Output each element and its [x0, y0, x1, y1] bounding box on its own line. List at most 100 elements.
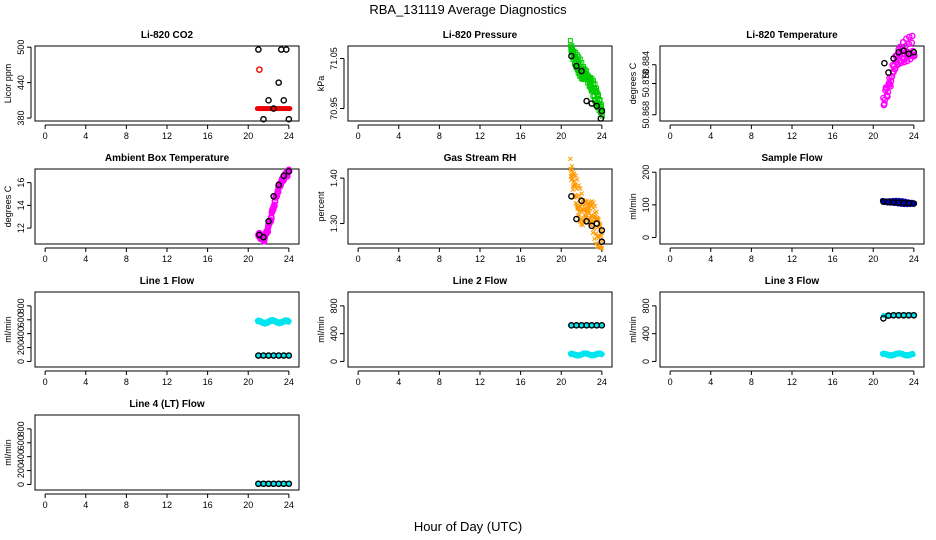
panel-li-820-temperature-x-tick-label: 8 [749, 131, 754, 141]
panel-li-820-pressure-x-tick-label: 16 [516, 131, 526, 141]
panel-li-820-co2-series-average [255, 46, 293, 123]
panel-li-820-co2-average-point [265, 97, 272, 104]
panel-ambient-box-temperature-x-tick-label: 24 [284, 254, 294, 264]
panel-line-4-lt-flow-frame [34, 414, 300, 491]
panel-ambient-box-temperature-detail-point [267, 217, 275, 225]
panel-line-2-flow-series-detail-low [567, 350, 605, 359]
panel-line-3-flow-x-tick-label: 8 [749, 377, 754, 387]
panel-line-4-lt-flow-x-tick-label: 20 [243, 500, 253, 510]
panel-line-2-flow-x-tick-label: 8 [437, 377, 442, 387]
figure-title: RBA_131119 Average Diagnostics [369, 2, 567, 17]
panel-sample-flow-x-axis: 0 4 8 12 16 20 24 [668, 247, 919, 264]
panel-gas-stream-rh-y-tick-label: 1.30 [329, 215, 339, 233]
panel-line-4-lt-flow-x-tick-label: 8 [124, 500, 129, 510]
panel-ambient-box-temperature-x-axis: 0 4 8 12 16 20 24 [43, 247, 294, 264]
panel-line-3-flow-x-axis: 0 4 8 12 16 20 24 [668, 370, 919, 387]
panel-li-820-pressure-average-point [588, 100, 595, 107]
panel-li-820-pressure-x-tick-label: 0 [356, 131, 361, 141]
panel-li-820-temperature-x-tick-label: 0 [668, 131, 673, 141]
panel-ambient-box-temperature-y-tick-label: 12 [16, 223, 26, 233]
panel-gas-stream-rh-average-point [598, 227, 606, 234]
panel-gas-stream-rh-x-axis: 0 4 8 12 16 20 24 [356, 247, 607, 264]
panel-li-820-temperature-detail-point [909, 32, 916, 40]
panel-line-3-flow-y-tick-label: 0 [641, 359, 651, 364]
panel-line-1-flow-y-tick-label: 800 [16, 298, 26, 313]
panel-line-2-flow-x-tick-label: 16 [516, 377, 526, 387]
panel-line-1-flow-y-tick-label: 600 [16, 312, 26, 327]
panel-li-820-temperature-average-point [910, 48, 918, 56]
panel-gas-stream-rh-detail-point [573, 181, 578, 187]
panel-li-820-pressure-frame [347, 45, 613, 122]
panel-gas-stream-rh-detail-point [576, 192, 581, 198]
panel-li-820-pressure-average-point [578, 67, 585, 75]
panel-gas-stream-rh: Gas Stream RH percent 0 4 8 12 16 20 24 1.30 1.40 [316, 153, 613, 264]
panel-line-4-lt-flow-y-tick-label: 0 [16, 482, 26, 487]
panel-line-3-flow-detail-low-point [910, 352, 916, 358]
panel-ambient-box-temperature-average-point [265, 217, 272, 225]
panel-line-1-flow-y-tick-label: 200 [16, 340, 26, 355]
panel-gas-stream-rh-average-point [583, 217, 590, 225]
panel-line-3-flow-average-point [910, 311, 918, 319]
panel-gas-stream-rh-detail-point [577, 186, 583, 191]
panel-li-820-co2-average-point [285, 115, 293, 123]
panel-li-820-pressure-y-tick-label: 70.95 [329, 97, 339, 120]
panel-line-2-flow-title: Line 2 Flow [453, 276, 508, 287]
panel-ambient-box-temperature-average-point [270, 192, 277, 200]
panel-li-820-co2-average-point [260, 115, 267, 123]
panel-line-3-flow-x-tick-label: 16 [828, 377, 838, 387]
panel-gas-stream-rh-average-point [598, 238, 606, 246]
panel-line-1-flow: Line 1 Flow ml/min 0 4 8 12 16 20 24 0 20040060080… [3, 276, 300, 387]
panel-li-820-co2-title: Li-820 CO2 [141, 30, 194, 41]
panel-ambient-box-temperature-x-tick-label: 12 [162, 254, 172, 264]
panel-li-820-temperature-x-tick-label: 16 [828, 131, 838, 141]
panel-li-820-temperature-average-point [900, 47, 907, 54]
panel-gas-stream-rh-x-tick-label: 16 [516, 254, 526, 264]
panel-line-1-flow-y-tick-label: 0 [16, 359, 26, 364]
panel-sample-flow: Sample Flow ml/min 0 4 8 12 16 20 24 0 100 200 [628, 153, 925, 264]
panel-gas-stream-rh-detail-point [574, 177, 580, 182]
panel-line-1-flow-y-axis-label: ml/min [3, 316, 13, 343]
panel-line-4-lt-flow-x-tick-label: 16 [203, 500, 213, 510]
panel-line-2-flow-x-tick-label: 24 [597, 377, 607, 387]
panel-gas-stream-rh-detail-point [594, 209, 599, 215]
panel-li-820-co2-y-tick-label: 380 [16, 111, 26, 126]
panel-line-2-flow-y-tick-label: 0 [329, 359, 339, 364]
panel-li-820-co2-x-tick-label: 4 [83, 131, 88, 141]
panel-line-1-flow-x-tick-label: 20 [243, 377, 253, 387]
panel-gas-stream-rh-detail-point [591, 226, 597, 232]
panel-ambient-box-temperature-y-tick-label: 14 [16, 200, 26, 210]
panel-gas-stream-rh-detail-point [593, 231, 599, 237]
panel-gas-stream-rh-average-point [573, 215, 580, 223]
panel-sample-flow-x-tick-label: 8 [749, 254, 754, 264]
panel-line-3-flow-y-axis: 0 400 800 [641, 298, 657, 364]
panel-ambient-box-temperature-average-point [280, 172, 288, 180]
panel-ambient-box-temperature-y-axis: 12 14 16 [16, 178, 32, 233]
panel-gas-stream-rh-frame [347, 168, 613, 245]
panel-line-2-flow-y-axis-label: ml/min [316, 316, 326, 343]
panel-line-1-flow-frame [34, 291, 300, 368]
panel-gas-stream-rh-title: Gas Stream RH [444, 153, 517, 164]
panel-gas-stream-rh-detail-point [573, 173, 579, 179]
panel-gas-stream-rh-detail-point [589, 203, 595, 208]
panel-li-820-co2-series-outlier [256, 66, 263, 73]
panel-line-2-flow-average-point [598, 322, 606, 329]
panel-ambient-box-temperature-x-tick-label: 16 [203, 254, 213, 264]
panel-line-3-flow-x-tick-label: 0 [668, 377, 673, 387]
panel-li-820-pressure-y-axis-label: kPa [316, 76, 326, 92]
panel-line-2-flow-x-tick-label: 4 [396, 377, 401, 387]
panel-li-820-co2: Li-820 CO2 Licor ppm 0 4 8 12 16 20 24 380 440 500 [3, 30, 300, 141]
panel-line-3-flow-average-point [880, 315, 887, 322]
panel-line-2-flow-series-average [568, 322, 606, 329]
panel-li-820-pressure-y-tick-label: 71.05 [329, 47, 339, 70]
panel-line-1-flow-x-tick-label: 16 [203, 377, 213, 387]
panel-line-2-flow-detail-low-point [599, 351, 605, 357]
panel-line-2-flow-x-axis: 0 4 8 12 16 20 24 [356, 370, 607, 387]
panel-li-820-pressure-average-point [583, 97, 590, 105]
panel-li-820-temperature-x-tick-label: 12 [787, 131, 797, 141]
panel-li-820-pressure-detail-point [567, 38, 573, 44]
panel-line-1-flow-y-tick-label: 400 [16, 326, 26, 341]
panel-line-1-flow-x-tick-label: 8 [124, 377, 129, 387]
panel-sample-flow-y-tick-label: 200 [641, 165, 651, 180]
panel-li-820-temperature-average-point [881, 59, 888, 67]
